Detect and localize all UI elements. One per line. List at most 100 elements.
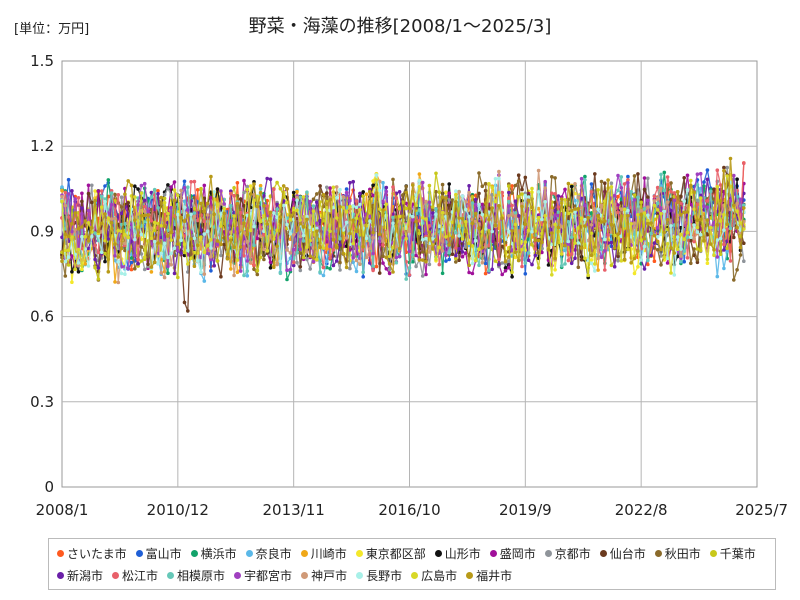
- data-point: [288, 214, 293, 218]
- data-point: [63, 190, 68, 195]
- data-point: [490, 206, 495, 210]
- data-point: [172, 188, 177, 192]
- data-point: [205, 251, 210, 256]
- data-point: [629, 261, 633, 265]
- data-point: [679, 232, 683, 237]
- data-point: [159, 195, 164, 200]
- data-point: [235, 258, 240, 262]
- data-point: [209, 237, 213, 242]
- legend-item: 神戸市: [301, 564, 347, 586]
- legend-label: 富山市: [145, 546, 182, 561]
- data-point: [351, 241, 356, 246]
- legend-marker: [709, 549, 717, 557]
- data-point: [66, 177, 71, 182]
- data-point: [665, 175, 670, 179]
- data-point: [510, 270, 514, 275]
- data-point: [123, 222, 127, 226]
- data-point: [331, 238, 336, 242]
- data-point: [487, 225, 491, 229]
- data-point: [728, 259, 733, 263]
- data-point: [321, 265, 326, 270]
- data-point: [70, 235, 74, 239]
- data-point: [523, 261, 528, 265]
- data-point: [579, 205, 584, 210]
- data-point: [136, 233, 140, 238]
- data-point: [384, 230, 389, 235]
- data-point: [520, 247, 524, 252]
- data-point: [695, 230, 700, 234]
- data-point: [159, 271, 164, 275]
- data-point: [698, 248, 703, 253]
- data-point: [146, 254, 150, 259]
- data-point: [70, 254, 74, 258]
- data-point: [612, 233, 617, 238]
- data-point: [467, 270, 471, 275]
- data-point: [169, 193, 173, 197]
- data-point: [73, 267, 77, 272]
- data-point: [698, 193, 703, 198]
- data-point: [619, 175, 624, 179]
- data-point: [232, 193, 236, 198]
- data-point: [265, 176, 270, 181]
- data-point: [166, 228, 170, 233]
- data-point: [139, 245, 144, 249]
- data-point: [470, 244, 475, 248]
- data-point: [420, 237, 425, 242]
- data-point: [166, 183, 170, 187]
- data-point: [675, 235, 680, 239]
- data-point: [172, 198, 177, 203]
- data-point: [229, 238, 233, 243]
- data-point: [328, 197, 332, 202]
- data-point: [662, 230, 667, 235]
- data-point: [569, 235, 574, 239]
- data-point: [434, 171, 438, 176]
- legend-label: 東京都区部: [365, 546, 426, 561]
- data-point: [606, 178, 610, 182]
- data-point: [460, 237, 465, 241]
- data-point: [215, 239, 220, 243]
- data-point: [470, 271, 475, 276]
- data-point: [377, 188, 382, 193]
- data-point: [652, 194, 657, 199]
- data-point: [659, 254, 663, 258]
- data-point: [530, 229, 534, 234]
- data-point: [513, 199, 518, 203]
- data-point: [368, 189, 372, 194]
- data-point: [593, 172, 597, 176]
- data-point: [689, 238, 693, 243]
- data-point: [477, 247, 481, 251]
- data-point: [655, 235, 660, 239]
- data-point: [80, 206, 84, 210]
- data-point: [662, 170, 667, 175]
- data-point: [583, 174, 587, 179]
- data-point: [593, 245, 597, 249]
- legend-marker: [135, 549, 143, 557]
- data-point: [374, 191, 379, 195]
- data-point: [123, 248, 127, 253]
- data-point: [229, 219, 233, 223]
- data-point: [248, 184, 253, 188]
- data-point: [659, 212, 663, 216]
- x-tick-label: 2019/9: [499, 501, 552, 519]
- data-point: [473, 211, 478, 216]
- data-point: [384, 185, 389, 190]
- data-point: [414, 264, 418, 269]
- data-point: [368, 219, 372, 223]
- data-point: [708, 189, 713, 194]
- data-point: [298, 195, 303, 199]
- data-point: [268, 253, 273, 257]
- data-point: [90, 234, 94, 239]
- data-point: [536, 190, 541, 194]
- legend-marker: [234, 571, 242, 579]
- data-point: [358, 217, 362, 221]
- data-point: [626, 181, 630, 185]
- data-point: [298, 221, 303, 226]
- data-point: [272, 187, 276, 191]
- data-point: [507, 184, 511, 188]
- data-point: [626, 247, 630, 252]
- data-point: [599, 179, 604, 184]
- data-point: [470, 201, 475, 205]
- legend-item: 長野市: [356, 564, 402, 586]
- data-point: [675, 247, 680, 251]
- data-point: [86, 221, 91, 225]
